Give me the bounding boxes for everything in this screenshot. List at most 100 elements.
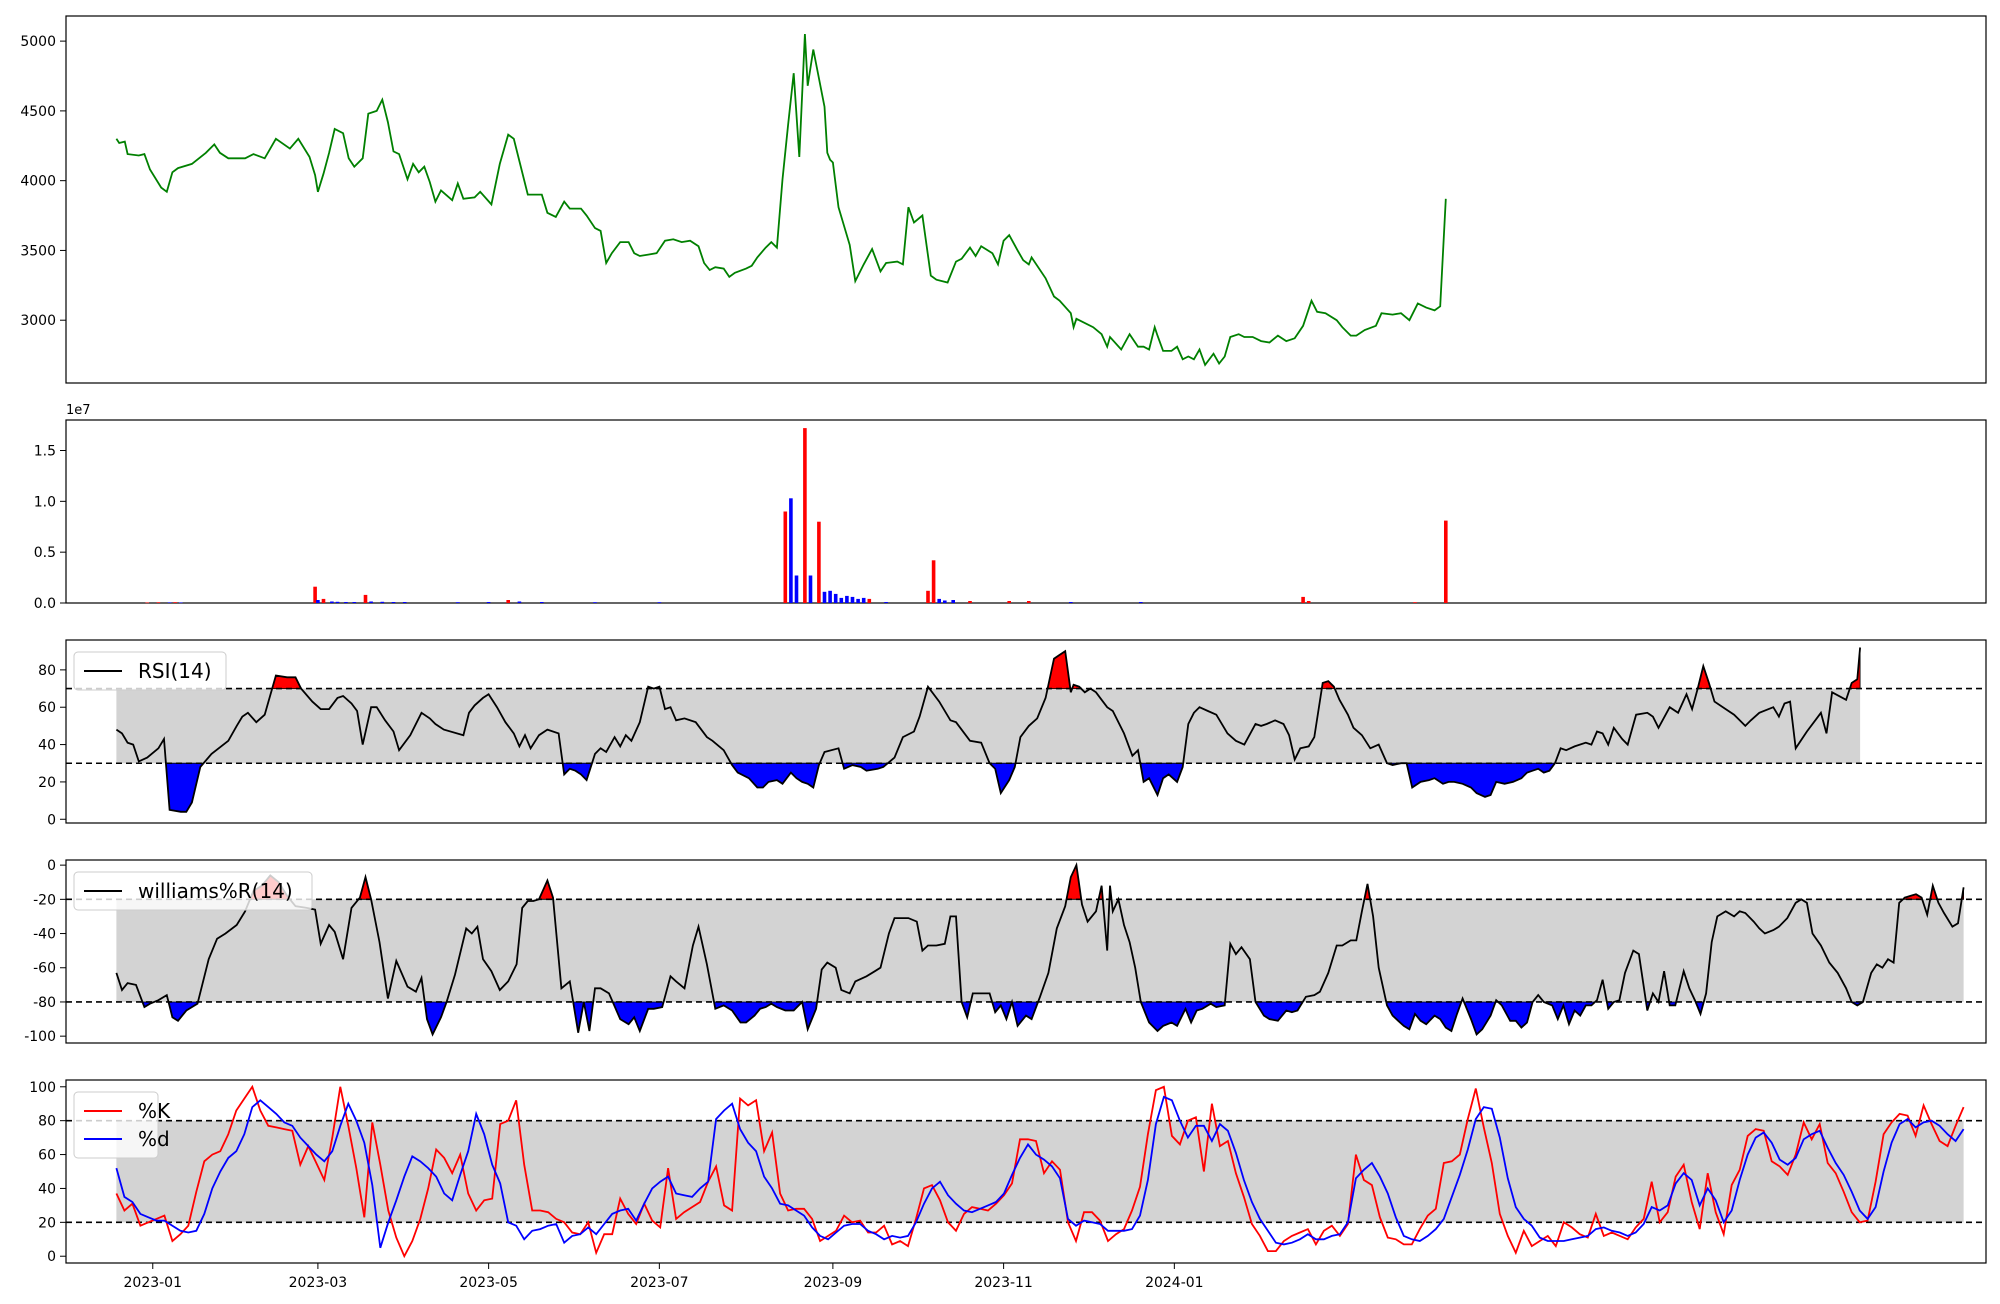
- volume-bar: [794, 575, 799, 603]
- volume-bar: [926, 590, 930, 603]
- rsi-line: [115, 647, 1861, 813]
- volume-bar: [867, 598, 872, 603]
- y-tick-label: 60: [38, 1148, 56, 1164]
- volume-bar: [1027, 601, 1031, 603]
- price-panel-frame: [65, 15, 1987, 384]
- y-tick-label: 3000: [20, 313, 56, 329]
- volume-bar: [1413, 602, 1417, 603]
- y-tick-label: 0: [47, 858, 56, 874]
- x-tick-label: 2023-03: [289, 1275, 348, 1291]
- x-tick-label: 2023-11: [974, 1275, 1033, 1291]
- volume-bar: [884, 602, 888, 603]
- y-tick-label: 3500: [20, 243, 56, 259]
- y-tick-label: 0: [47, 1249, 56, 1265]
- legend-box: [73, 1091, 159, 1159]
- y-tick-label: -80: [33, 995, 56, 1011]
- rsi-oversold-fill: [165, 762, 205, 813]
- x-tick-label: 2024-01: [1145, 1275, 1204, 1291]
- volume-bar: [540, 602, 544, 603]
- volume-bar: [321, 598, 326, 603]
- legend-label: RSI(14): [138, 659, 212, 683]
- volume-bar: [352, 602, 357, 603]
- y-tick-label: 4000: [20, 174, 56, 190]
- volume-bar: [850, 596, 855, 603]
- rsi-band: [116, 688, 1861, 764]
- volume-bar: [789, 498, 793, 603]
- volume-bar: [335, 601, 340, 603]
- price-line: [115, 34, 1447, 367]
- williams-oversold-fill: [1463, 1001, 1497, 1036]
- volume-bar: [167, 602, 172, 603]
- legend-label: %K: [138, 1099, 171, 1123]
- y-tick-label: 80: [38, 663, 56, 679]
- volume-bar: [783, 511, 788, 603]
- y-tick-label: -20: [33, 892, 56, 908]
- volume-bar: [391, 602, 396, 603]
- volume-bar: [593, 602, 597, 603]
- volume-bar: [313, 586, 317, 603]
- x-tick-label: 2023-07: [630, 1275, 689, 1291]
- legend-label: williams%R(14): [138, 879, 293, 903]
- volume-bar: [951, 600, 955, 603]
- volume-bar: [145, 602, 149, 604]
- volume-bar: [808, 575, 813, 603]
- volume-bar: [1139, 602, 1143, 603]
- y-tick-label: 4500: [20, 104, 56, 120]
- volume-bar: [1301, 596, 1305, 603]
- volume-bar: [845, 595, 849, 603]
- williams-line: [115, 861, 1965, 1037]
- stochastic-d-line: [115, 1095, 1965, 1249]
- y-tick-label: 0.0: [34, 596, 56, 612]
- volume-bar: [937, 598, 941, 603]
- volume-bar: [506, 600, 510, 603]
- volume-bar: [822, 591, 827, 603]
- volume-bar: [657, 602, 662, 603]
- y-tick-label: 80: [38, 1114, 56, 1130]
- volume-bar: [344, 602, 348, 603]
- legend-label: %d: [138, 1127, 170, 1151]
- volume-offset-label: 1e7: [66, 403, 91, 418]
- x-tick-label: 2023-09: [804, 1275, 863, 1291]
- volume-bar: [856, 598, 860, 603]
- legend-box: [73, 871, 313, 911]
- volume-bar: [839, 597, 844, 603]
- volume-panel-frame: [65, 419, 1987, 604]
- y-tick-label: 0.5: [34, 545, 56, 561]
- y-tick-label: 5000: [20, 34, 56, 50]
- volume-bar: [363, 594, 368, 603]
- volume-bar: [817, 521, 821, 603]
- y-tick-label: 60: [38, 700, 56, 716]
- volume-bar: [179, 602, 183, 604]
- x-tick-label: 2023-01: [124, 1275, 183, 1291]
- volume-bar: [1306, 601, 1311, 603]
- williams-oversold-fill: [1385, 1001, 1462, 1032]
- rsi-panel-frame: [65, 639, 1987, 824]
- volume-bar: [316, 600, 320, 603]
- x-tick-label: 2023-05: [459, 1275, 518, 1291]
- volume-bar: [369, 601, 373, 603]
- volume-bar: [486, 602, 491, 603]
- volume-bar: [156, 602, 161, 603]
- y-tick-label: 1.5: [34, 444, 56, 460]
- volume-bar: [861, 597, 866, 603]
- y-tick-label: 0: [47, 812, 56, 828]
- y-tick-label: 40: [38, 738, 56, 754]
- volume-bar: [803, 428, 807, 603]
- volume-bar: [1444, 520, 1448, 603]
- volume-bar: [330, 601, 334, 603]
- y-tick-label: -60: [33, 961, 56, 977]
- volume-bar: [931, 560, 936, 603]
- volume-bar: [173, 602, 177, 603]
- y-tick-label: 1.0: [34, 494, 56, 510]
- williams-panel-frame: [65, 859, 1987, 1044]
- volume-bar: [968, 601, 972, 603]
- y-tick-label: 20: [38, 1215, 56, 1231]
- volume-bar: [1007, 601, 1011, 603]
- stochastic-panel-frame: [65, 1079, 1987, 1264]
- volume-bar: [833, 593, 838, 603]
- volume-bar: [402, 602, 407, 603]
- volume-bar: [456, 602, 460, 603]
- volume-bar: [828, 590, 832, 603]
